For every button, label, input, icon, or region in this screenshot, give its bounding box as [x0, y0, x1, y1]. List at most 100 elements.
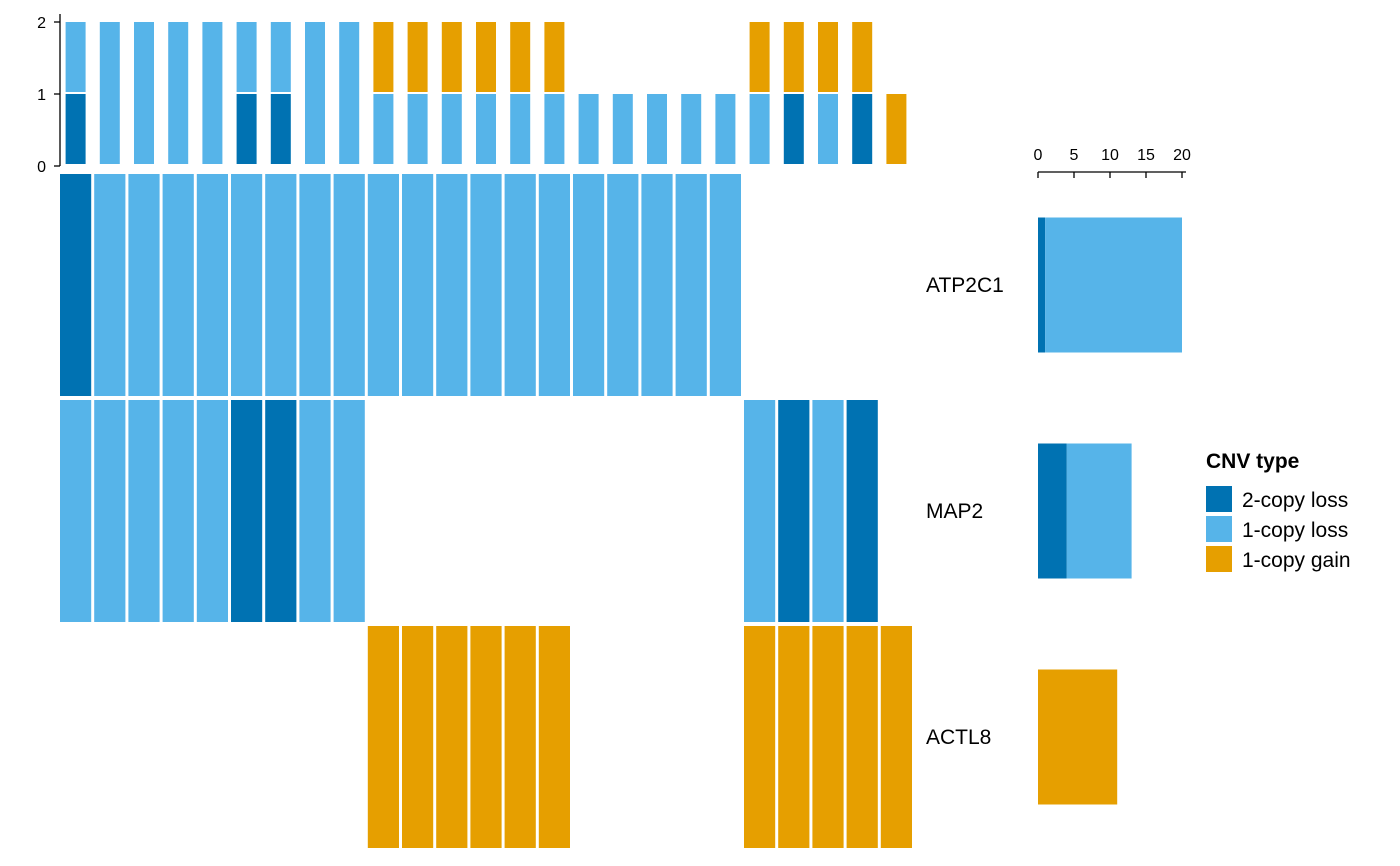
cell-map2-20	[744, 400, 776, 622]
right-x-tick-label-0: 0	[1034, 147, 1043, 164]
top-bar-0-2-copy-loss	[65, 94, 86, 164]
right-bar-actl8-1-copy-gain	[1038, 669, 1118, 805]
top-bar-16-1-copy-loss	[612, 94, 633, 164]
legend-title: CNV type	[1206, 450, 1299, 473]
cell-actl8-20	[744, 626, 776, 848]
top-bar-9-1-copy-loss	[373, 94, 394, 164]
top-bar-14-1-copy-loss	[544, 94, 565, 164]
cell-map2-4	[196, 400, 228, 622]
cell-atp2c1-9	[367, 174, 399, 396]
cell-atp2c1-0	[60, 174, 92, 396]
top-bar-18-1-copy-loss	[681, 94, 702, 164]
legend-swatch-1-copy-gain	[1206, 546, 1232, 572]
top-bar-11-1-copy-loss	[441, 94, 462, 164]
right-x-tick-label-20: 20	[1173, 147, 1191, 164]
gene-label-atp2c1: ATP2C1	[926, 274, 1004, 297]
right-bar-map2-1-copy-loss	[1066, 443, 1132, 579]
cell-actl8-24	[880, 626, 912, 848]
cell-actl8-10	[402, 626, 434, 848]
cell-atp2c1-5	[231, 174, 263, 396]
cell-actl8-14	[538, 626, 570, 848]
legend: CNV type 2-copy loss 1-copy loss 1-copy gai…	[1206, 450, 1351, 572]
cell-map2-21	[778, 400, 810, 622]
top-bar-23-2-copy-loss	[852, 94, 873, 164]
top-bar-21-2-copy-loss	[783, 94, 804, 164]
top-bar-13-1-copy-loss	[510, 94, 531, 164]
top-bar-13-1-copy-gain	[510, 22, 531, 92]
cell-atp2c1-1	[94, 174, 126, 396]
top-y-tick-label-0: 0	[37, 159, 46, 176]
cell-map2-2	[128, 400, 160, 622]
cell-actl8-13	[504, 626, 536, 848]
top-bar-1-1-copy-loss	[99, 22, 120, 164]
cell-actl8-23	[846, 626, 878, 848]
cell-atp2c1-17	[641, 174, 673, 396]
cell-atp2c1-3	[162, 174, 194, 396]
cell-map2-0	[60, 400, 92, 622]
top-bar-10-1-copy-gain	[407, 22, 428, 92]
gene-labels: ATP2C1 MAP2 ACTL8	[926, 274, 1004, 749]
cell-atp2c1-14	[538, 174, 570, 396]
cell-atp2c1-8	[333, 174, 365, 396]
legend-label-1-copy-loss: 1-copy loss	[1242, 519, 1348, 542]
cell-map2-8	[333, 400, 365, 622]
cell-atp2c1-15	[573, 174, 605, 396]
cell-atp2c1-7	[299, 174, 331, 396]
top-bar-2-1-copy-loss	[134, 22, 154, 164]
cell-atp2c1-11	[436, 174, 468, 396]
top-y-tick-label-1: 1	[37, 87, 46, 104]
right-bar-map2-2-copy-loss	[1038, 443, 1067, 579]
cell-atp2c1-12	[470, 174, 502, 396]
gene-label-map2: MAP2	[926, 500, 983, 523]
cell-atp2c1-4	[196, 174, 228, 396]
top-bar-6-1-copy-loss	[270, 22, 291, 92]
top-bar-22-1-copy-loss	[818, 94, 838, 164]
cell-atp2c1-13	[504, 174, 536, 396]
cell-map2-3	[162, 400, 194, 622]
right-bar-atp2c1-2-copy-loss	[1038, 217, 1046, 353]
top-bar-21-1-copy-gain	[783, 22, 804, 92]
top-bar-19-1-copy-loss	[715, 94, 736, 164]
top-bar-8-1-copy-loss	[339, 22, 360, 164]
cell-map2-22	[812, 400, 844, 622]
cell-atp2c1-6	[265, 174, 297, 396]
top-bar-15-1-copy-loss	[578, 94, 599, 164]
top-bar-12-1-copy-gain	[476, 22, 496, 92]
cell-atp2c1-2	[128, 174, 160, 396]
cell-map2-7	[299, 400, 331, 622]
top-bar-5-2-copy-loss	[236, 94, 257, 164]
top-bar-9-1-copy-gain	[373, 22, 394, 92]
legend-label-2-copy-loss: 2-copy loss	[1242, 489, 1348, 512]
top-bar-20-1-copy-loss	[749, 94, 770, 164]
cell-map2-6	[265, 400, 297, 622]
cell-actl8-9	[367, 626, 399, 848]
top-y-tick-label-2: 2	[37, 15, 46, 32]
top-bar-17-1-copy-loss	[647, 94, 667, 164]
legend-swatch-1-copy-loss	[1206, 516, 1232, 542]
top-bar-20-1-copy-gain	[749, 22, 770, 92]
cell-map2-5	[231, 400, 263, 622]
right-x-tick-label-15: 15	[1137, 147, 1155, 164]
cell-atp2c1-10	[402, 174, 434, 396]
top-barplot: 0 1 2	[37, 14, 907, 176]
top-bar-24-1-copy-gain	[886, 94, 907, 164]
cell-actl8-22	[812, 626, 844, 848]
top-bar-10-1-copy-loss	[407, 94, 428, 164]
cell-atp2c1-19	[709, 174, 741, 396]
cell-actl8-12	[470, 626, 502, 848]
top-bar-23-1-copy-gain	[852, 22, 873, 92]
top-bar-4-1-copy-loss	[202, 22, 223, 164]
legend-swatch-2-copy-loss	[1206, 486, 1232, 512]
right-bar-atp2c1-1-copy-loss	[1045, 217, 1182, 353]
oncoprint-grid	[60, 174, 912, 848]
right-x-tick-label-5: 5	[1070, 147, 1079, 164]
top-bar-0-1-copy-loss	[65, 22, 86, 92]
right-barplot: 0 5 10 15 20	[1034, 147, 1191, 805]
top-bar-6-2-copy-loss	[270, 94, 291, 164]
top-bar-7-1-copy-loss	[305, 22, 325, 164]
legend-label-1-copy-gain: 1-copy gain	[1242, 549, 1351, 572]
top-bar-12-1-copy-loss	[476, 94, 496, 164]
cell-map2-23	[846, 400, 878, 622]
top-bar-3-1-copy-loss	[168, 22, 189, 164]
